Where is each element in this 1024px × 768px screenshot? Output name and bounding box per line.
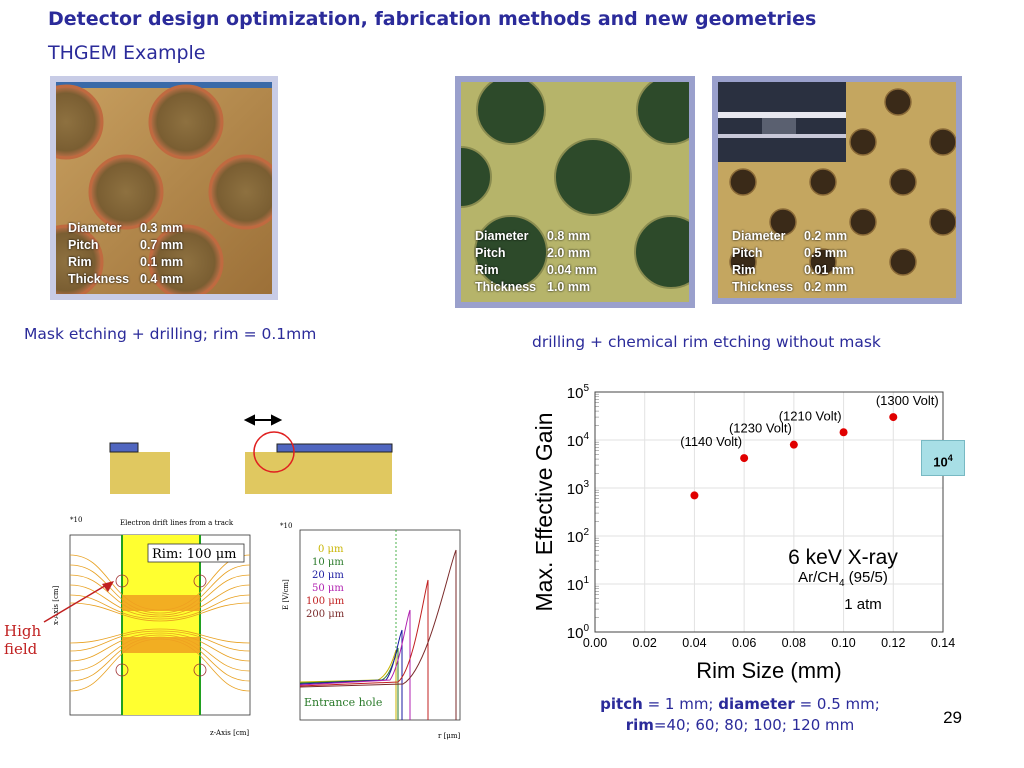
y-tick-1e5: 105 [567,383,590,402]
slide-title: Detector design optimization, fabricatio… [48,8,817,30]
legend-20um: 20 μm [312,570,344,581]
y-tick-1e3: 103 [567,479,590,498]
thgem-photo-3: Diameter 0.2 mm Pitch 0.5 mm Rim 0.01 mm Th… [712,76,962,304]
y-tick-1e1: 101 [567,575,590,594]
legend-0um: 0 μm [318,544,344,555]
x-tick-labels: 0.00 0.02 0.04 0.06 0.08 0.10 0.12 0.14 [583,636,955,650]
x-tick-0.06: 0.06 [732,636,756,650]
x-tick-0.10: 0.10 [831,636,855,650]
y-tick-1e4: 104 [567,431,590,450]
gain-badge: 104 [921,440,965,476]
x-tick-0.02: 0.02 [633,636,657,650]
y-tick-labels: 100 101 102 103 104 105 [567,383,590,642]
electrode-left [109,442,139,453]
sim-right-xaxis: r [μm] [438,732,460,740]
point-label-2: (1230 Volt) [729,421,792,436]
sim-left-xaxis: z-Axis [cm] [210,729,249,737]
legend-200um: 200 μm [306,609,345,620]
x-tick-0.14: 0.14 [931,636,955,650]
entrance-hole-label: Entrance hole [304,696,382,709]
data-point-2 [789,440,798,449]
data-point-0 [690,491,699,500]
x-tick-0.08: 0.08 [782,636,806,650]
substrate-right [245,452,392,494]
data-point-3 [839,428,848,437]
substrate-left [110,452,170,494]
sim-right-yaxis: E [V/cm] [282,579,290,610]
data-points: (1140 Volt)(1230 Volt)(1210 Volt) (1300 V… [680,393,939,500]
caption-right: drilling + chemical rim etching without … [532,333,881,351]
x-tick-0.00: 0.00 [583,636,607,650]
rim-label: Rim: 100 μm [152,547,237,562]
annotation-xray: 6 keV X-ray [788,546,898,569]
drift-lines-plot: *10 Electron drift lines from a track Ri… [50,515,255,740]
photo-3-specs: Diameter 0.2 mm Pitch 0.5 mm Rim 0.01 mm Th… [732,229,855,294]
annotation-pressure: 1 atm [844,596,882,613]
thgem-photo-2: Diameter 0.8 mm Pitch 2.0 mm Rim 0.04 mm Th… [455,76,695,308]
parameter-note: pitch = 1 mm; diameter = 0.5 mm; rim=40;… [600,695,880,734]
rim-cross-section-diagram [109,414,393,494]
slide-subtitle: THGEM Example [48,42,206,64]
y-axis-label: Max. Effective Gain [531,413,557,612]
photo-1-specs: Diameter 0.3 mm Pitch 0.7 mm Rim 0.1 mm Thi… [68,221,184,286]
thgem-photo-1: Diameter 0.3 mm Pitch 0.7 mm Rim 0.1 mm Thi… [50,76,278,300]
y-tick-1e2: 102 [567,527,590,546]
caption-left: Mask etching + drilling; rim = 0.1mm [24,325,317,343]
double-arrow-icon [243,414,283,426]
callout-arrow [43,581,114,623]
electrode-right [276,443,393,453]
data-point-1 [740,454,749,463]
rim-highlight-circle [253,431,295,473]
point-label-1: (1140 Volt) [680,434,742,449]
chart-frame [594,391,944,633]
hole-pattern-1 [56,82,272,294]
efield-plot: *10 0 μm 10 μm 20 μm 50 μm 100 μm 200 μm… [278,520,463,745]
hole-pattern-2 [461,82,689,302]
sim-right-multiplier: *10 [280,522,292,530]
photo-2-specs: Diameter 0.8 mm Pitch 2.0 mm Rim 0.04 mm Th… [475,229,598,294]
x-tick-0.04: 0.04 [682,636,706,650]
sim-left-title: Electron drift lines from a track [120,519,234,527]
point-label-4: (1300 Volt) [876,393,939,408]
x-tick-0.12: 0.12 [881,636,905,650]
efield-legend: 0 μm 10 μm 20 μm 50 μm 100 μm 200 μm [306,544,345,620]
page-number: 29 [943,708,962,727]
annotation-gas: Ar/CH4 (95/5) [798,569,888,589]
legend-10um: 10 μm [312,557,344,568]
sim-left-yaxis: x-Axis [cm] [52,585,60,625]
high-field-callout: High field [4,622,42,658]
x-axis-label: Rim Size (mm) [696,658,841,683]
hole-pattern-3 [718,82,956,298]
data-point-4 [889,413,898,422]
sim-left-multiplier: *10 [70,516,82,524]
legend-100um: 100 μm [306,596,345,607]
y-tick-1e0: 100 [567,623,590,642]
legend-50um: 50 μm [312,583,344,594]
point-label-3: (1210 Volt) [779,408,842,423]
